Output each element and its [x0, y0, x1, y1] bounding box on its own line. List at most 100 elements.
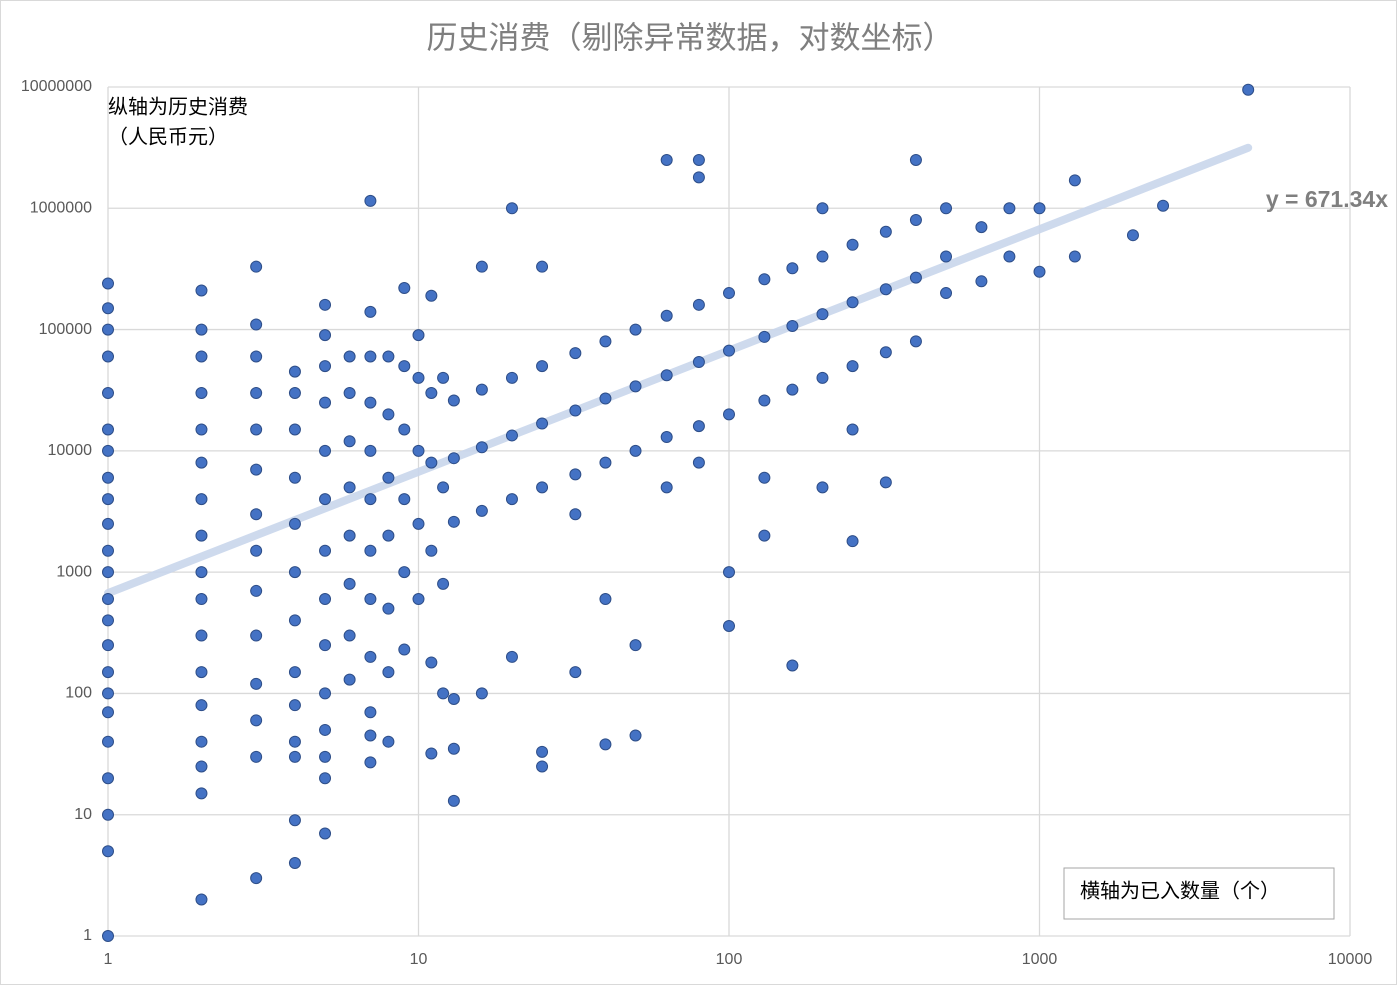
point — [382, 408, 395, 421]
point — [629, 639, 642, 652]
point — [505, 371, 518, 384]
point — [723, 287, 735, 300]
point — [102, 706, 114, 719]
point — [102, 930, 114, 942]
point — [599, 392, 612, 405]
point — [288, 566, 301, 579]
point — [909, 154, 922, 167]
point — [879, 225, 892, 238]
point — [364, 544, 377, 557]
point — [102, 386, 114, 399]
y-tick-label: 100000 — [39, 321, 92, 338]
point — [364, 756, 377, 769]
point — [288, 735, 301, 748]
x-tick-label: 10000 — [1328, 951, 1373, 968]
point — [319, 544, 332, 557]
point — [1003, 202, 1016, 215]
point — [319, 396, 332, 409]
point — [758, 529, 771, 542]
point — [599, 456, 612, 469]
point — [412, 517, 425, 530]
point — [569, 404, 582, 417]
point — [102, 277, 114, 290]
point — [102, 517, 114, 530]
point — [846, 296, 859, 309]
point — [250, 350, 263, 363]
point — [195, 629, 208, 642]
point — [412, 329, 425, 342]
point — [250, 386, 263, 399]
point — [447, 515, 460, 528]
trendline-label: y = 671.34x — [1266, 186, 1388, 212]
point — [364, 396, 377, 409]
point — [758, 394, 771, 407]
point — [398, 643, 411, 656]
point — [195, 699, 208, 712]
point — [102, 593, 114, 606]
x-tick-label: 1 — [104, 951, 113, 968]
point — [425, 386, 438, 399]
point — [398, 566, 411, 579]
point — [569, 468, 582, 481]
point — [102, 493, 114, 506]
point — [250, 872, 263, 885]
point — [660, 309, 673, 322]
point — [692, 298, 705, 311]
point — [102, 614, 114, 627]
point — [475, 383, 488, 396]
point — [382, 602, 395, 615]
point — [195, 386, 208, 399]
point — [536, 260, 549, 273]
point — [288, 814, 301, 827]
point — [102, 302, 114, 315]
point — [288, 614, 301, 627]
y-tick-label: 1000 — [56, 563, 92, 580]
point — [195, 760, 208, 773]
point — [447, 794, 460, 807]
point — [319, 493, 332, 506]
point — [1068, 174, 1081, 187]
point — [412, 593, 425, 606]
point — [319, 723, 332, 736]
point — [447, 452, 460, 465]
point — [343, 673, 356, 686]
point — [250, 677, 263, 690]
point — [364, 729, 377, 742]
point — [195, 350, 208, 363]
point — [102, 639, 114, 652]
point — [288, 666, 301, 679]
point — [437, 481, 450, 494]
point — [447, 742, 460, 755]
point — [660, 154, 673, 167]
point — [909, 335, 922, 348]
point — [382, 529, 395, 542]
point — [629, 444, 642, 457]
point — [723, 344, 735, 357]
point — [250, 463, 263, 476]
point — [382, 666, 395, 679]
point — [319, 772, 332, 785]
point — [319, 750, 332, 763]
point — [846, 360, 859, 373]
point — [398, 282, 411, 295]
point — [195, 566, 208, 579]
point — [569, 347, 582, 360]
point — [816, 308, 829, 321]
point — [660, 369, 673, 382]
point — [250, 584, 263, 597]
point — [425, 289, 438, 302]
point — [723, 566, 735, 579]
point — [599, 335, 612, 348]
y-tick-label: 10000000 — [21, 78, 92, 95]
point — [975, 275, 988, 288]
point — [816, 202, 829, 215]
point — [940, 250, 953, 263]
point — [816, 250, 829, 263]
point — [412, 371, 425, 384]
point — [1068, 250, 1081, 263]
point — [425, 656, 438, 669]
point — [425, 456, 438, 469]
point — [505, 650, 518, 663]
point — [382, 735, 395, 748]
point — [195, 787, 208, 800]
